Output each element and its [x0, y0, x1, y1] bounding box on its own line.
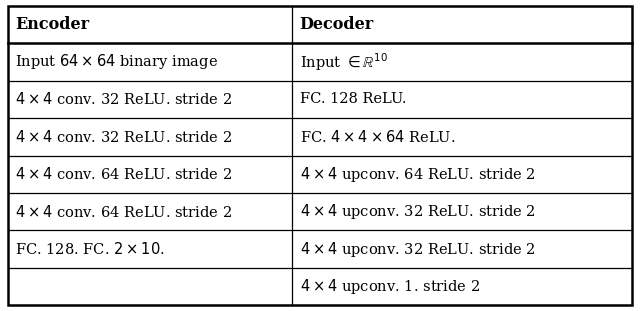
Text: $4 \times 4$ upconv. 64 ReLU. stride 2: $4 \times 4$ upconv. 64 ReLU. stride 2: [300, 165, 536, 184]
Text: Input $64 \times 64$ binary image: Input $64 \times 64$ binary image: [15, 52, 218, 71]
Text: $4 \times 4$ upconv. 32 ReLU. stride 2: $4 \times 4$ upconv. 32 ReLU. stride 2: [300, 240, 536, 259]
Text: Input $\in \mathbb{R}^{10}$: Input $\in \mathbb{R}^{10}$: [300, 51, 388, 73]
Text: Decoder: Decoder: [300, 16, 374, 33]
Text: $4 \times 4$ upconv. 1. stride 2: $4 \times 4$ upconv. 1. stride 2: [300, 277, 480, 296]
Text: FC. 128 ReLU.: FC. 128 ReLU.: [300, 92, 406, 106]
Text: $4 \times 4$ conv. 32 ReLU. stride 2: $4 \times 4$ conv. 32 ReLU. stride 2: [15, 129, 232, 145]
Text: $4 \times 4$ conv. 64 ReLU. stride 2: $4 \times 4$ conv. 64 ReLU. stride 2: [15, 204, 232, 220]
Text: Encoder: Encoder: [15, 16, 90, 33]
Text: $4 \times 4$ upconv. 32 ReLU. stride 2: $4 \times 4$ upconv. 32 ReLU. stride 2: [300, 202, 536, 221]
Text: FC. $4 \times 4 \times 64$ ReLU.: FC. $4 \times 4 \times 64$ ReLU.: [300, 129, 455, 145]
Text: FC. 128. FC. $2 \times 10$.: FC. 128. FC. $2 \times 10$.: [15, 241, 165, 257]
Text: $4 \times 4$ conv. 64 ReLU. stride 2: $4 \times 4$ conv. 64 ReLU. stride 2: [15, 166, 232, 182]
Text: $4 \times 4$ conv. 32 ReLU. stride 2: $4 \times 4$ conv. 32 ReLU. stride 2: [15, 91, 232, 107]
